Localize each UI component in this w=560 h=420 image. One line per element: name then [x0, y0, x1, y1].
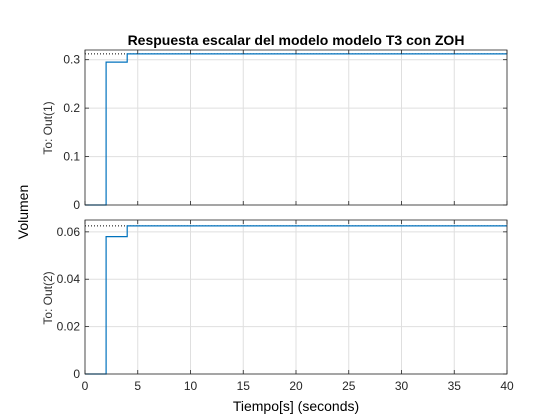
xtick-label: 5 — [134, 379, 141, 393]
xtick-label: 20 — [289, 379, 303, 393]
y-axis-label: Volumen — [15, 185, 31, 239]
subplot-out1-ylabel: To: Out(1) — [41, 101, 55, 154]
subplot-out1: To: Out(1) 0 0.1 0.2 0.3 — [41, 49, 508, 212]
xtick-label: 25 — [342, 379, 356, 393]
subplot-out2: To: Out(2) 0 0.02 0.04 0.06 0 5 10 15 20 25 30 35 40 — [41, 219, 514, 393]
subplot-out1-ytick-label: 0.3 — [63, 53, 80, 67]
subplot-out2-ytick-label: 0.06 — [57, 225, 81, 239]
x-axis-label: Tiempo[s] (seconds) — [233, 398, 359, 414]
xtick-label: 10 — [184, 379, 198, 393]
subplot-out2-ylabel: To: Out(2) — [41, 271, 55, 324]
subplot-out2-ytick-label: 0.02 — [57, 320, 81, 334]
chart-title: Respuesta escalar del modelo modelo T3 c… — [128, 32, 465, 48]
subplot-out1-ytick-label: 0.2 — [63, 101, 80, 115]
xtick-label: 0 — [82, 379, 89, 393]
subplot-out1-ytick-label: 0.1 — [63, 150, 80, 164]
xtick-label: 30 — [395, 379, 409, 393]
xtick-label: 15 — [237, 379, 251, 393]
subplot-out2-ytick-label: 0.04 — [57, 272, 81, 286]
xtick-label: 35 — [448, 379, 462, 393]
xtick-label: 40 — [500, 379, 514, 393]
subplot-out2-ytick-label: 0 — [73, 367, 80, 381]
subplot-out1-ytick-label: 0 — [73, 198, 80, 212]
